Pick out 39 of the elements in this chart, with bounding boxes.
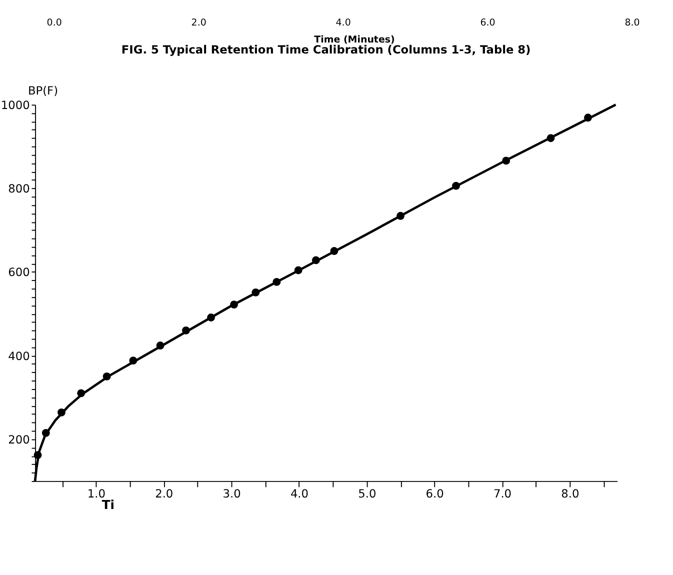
point <box>156 342 164 350</box>
point <box>584 114 592 122</box>
y-axis-title: BP(F) <box>28 84 58 98</box>
point <box>502 156 510 165</box>
x-tick-label: 3.0 <box>222 486 241 501</box>
point <box>58 408 66 416</box>
point <box>312 256 320 264</box>
point <box>77 389 86 398</box>
y-tick-label: 200 <box>8 432 30 446</box>
point <box>42 428 50 437</box>
point <box>252 288 260 296</box>
point <box>452 182 460 190</box>
point <box>272 278 281 286</box>
point <box>230 300 238 308</box>
x2-tick-label: 2.0 <box>191 18 206 29</box>
x2-tick-label: 8.0 <box>624 18 640 29</box>
x-tick-label: 5.0 <box>358 486 376 501</box>
y-tick-label: 800 <box>8 182 30 196</box>
x-tick-label: 7.0 <box>493 486 512 501</box>
y-tick-label: 400 <box>8 348 30 363</box>
point <box>546 134 555 142</box>
point <box>102 372 111 380</box>
x2-tick-label: 6.0 <box>480 18 496 29</box>
x2-tick-label: 0.0 <box>46 18 62 29</box>
x-tick-label: 6.0 <box>426 486 444 501</box>
point <box>182 326 190 334</box>
point <box>294 266 302 274</box>
point <box>129 356 138 365</box>
x2-tick-label: 4.0 <box>336 18 351 29</box>
point <box>207 314 215 322</box>
x-tick-label: 2.0 <box>155 486 174 501</box>
x-tick-label: 8.0 <box>561 486 580 501</box>
y-tick-label: 1000 <box>0 98 30 112</box>
point <box>396 212 404 220</box>
x2-axis-title: Time (Minutes) <box>314 34 395 46</box>
y-tick-label: 600 <box>8 265 30 280</box>
point <box>34 451 42 460</box>
x-tick-label: 4.0 <box>290 486 309 501</box>
point <box>330 247 338 255</box>
